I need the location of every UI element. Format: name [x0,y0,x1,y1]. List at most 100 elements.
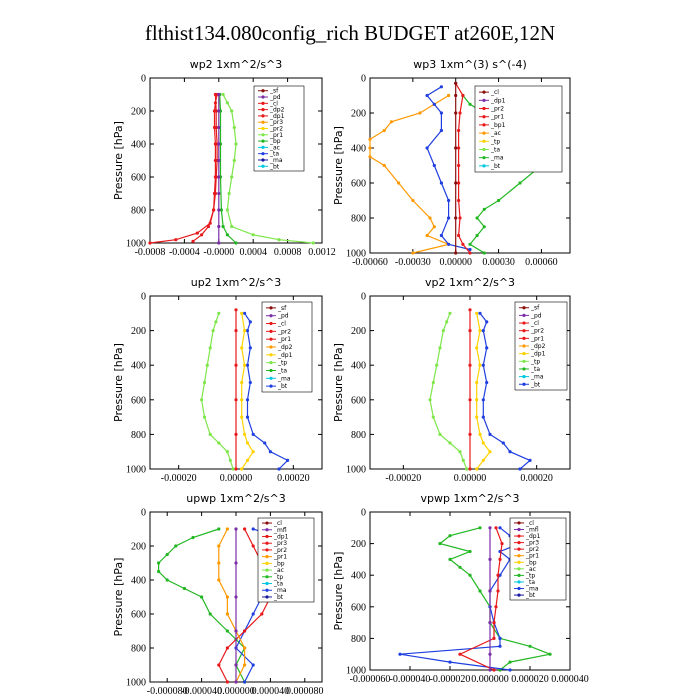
data-point [234,241,238,245]
legend-marker [482,147,486,152]
data-point [498,557,502,562]
legend-marker [261,145,265,149]
data-point [481,441,485,445]
legend-marker [517,541,521,545]
data-point [454,181,458,185]
data-point [468,549,472,554]
series-line [455,82,471,254]
series-line [149,94,218,244]
data-point [501,441,505,445]
data-point [508,450,512,454]
data-point [213,142,217,146]
data-point [475,467,479,471]
data-point [481,363,485,367]
data-point [478,363,482,367]
series-line [369,94,451,254]
x-tick-label: 0.000040 [252,686,290,697]
data-point [234,629,238,633]
data-point [174,238,178,242]
data-point [368,137,372,141]
data-point [240,467,244,471]
legend-label: _dp1 [525,533,541,540]
legend-marker [517,593,521,597]
legend-marker [517,586,521,591]
panel-title: wp3 1xm^(3) s^(-4) [413,58,527,71]
data-point [439,233,443,238]
data-point [206,224,211,229]
data-point [431,415,435,419]
y-tick-label: 400 [131,140,146,151]
data-point [461,93,465,98]
data-point [234,663,238,667]
panel-title: wp2 1xm^2/s^3 [190,58,283,71]
legend-label: _sf [530,305,540,312]
x-tick-label: -0.000040 [181,686,222,697]
y-tick-label: 1000 [346,465,366,476]
data-point [496,573,500,577]
data-point [234,363,238,367]
panel-title: vp2 1xm^2/s^3 [425,276,515,289]
legend-marker [517,573,521,578]
series-pr1 [218,92,238,245]
data-point [458,216,462,220]
data-point [485,346,489,350]
data-point [243,329,247,333]
panel-5: upwp 1xm^2/s^3 Pressure [hPa] 0 200 400 600 80… [112,492,324,697]
panel-3: up2 1xm^2/s^3 Pressure [hPa] 0 200 400 600 800… [112,276,323,484]
plot-frame [369,511,571,671]
data-point [457,163,461,168]
data-point [251,544,255,548]
data-point [468,398,472,402]
data-point [225,208,229,212]
series-dp1 [191,92,219,243]
data-point [457,128,461,133]
data-point [458,565,462,569]
data-point [418,111,422,115]
data-point [213,158,217,163]
data-point [481,458,485,462]
legend-label: _pd [269,94,281,101]
panel-6: vpwp 1xm^2/s^3 Pressure [hPa] 0 200 400 600 80… [332,492,589,685]
data-point [508,668,512,672]
legend-label: _ta [273,581,283,588]
data-point [468,247,472,252]
series-pd [234,308,238,471]
data-point [251,527,255,531]
data-point [208,432,212,436]
data-point [217,191,221,196]
legend-marker [265,555,269,559]
data-point [234,561,238,565]
y-tick-label: 600 [351,395,366,406]
legend-marker [269,345,273,349]
legend-label: _tp [525,572,535,579]
data-point [528,644,532,648]
legend-marker [269,321,273,326]
data-point [478,432,482,436]
legend-label: _tp [530,358,540,365]
data-point [478,589,482,593]
data-point [458,652,462,656]
y-tick-label: 800 [131,644,146,655]
legend-marker [482,90,486,94]
y-tick-label: 0 [141,292,146,303]
data-point [528,458,532,462]
data-point [243,363,247,367]
data-point [482,251,486,255]
y-tick-label: 600 [131,395,146,406]
legend-label: _bp1 [490,122,506,129]
legend-marker [261,108,265,112]
data-point [225,680,229,684]
data-point [428,398,432,402]
data-point [457,146,461,150]
legend-marker [517,521,521,525]
data-point [234,680,238,684]
x-tick-label: 0.00060 [525,257,558,268]
data-point [475,415,479,419]
data-point [482,225,486,229]
series-pd [148,92,219,245]
x-tick-label: 0.000040 [551,674,589,685]
legend-marker [269,376,273,380]
legend-label: _ma [277,375,291,382]
data-point [232,158,236,163]
legend-marker [269,368,273,373]
